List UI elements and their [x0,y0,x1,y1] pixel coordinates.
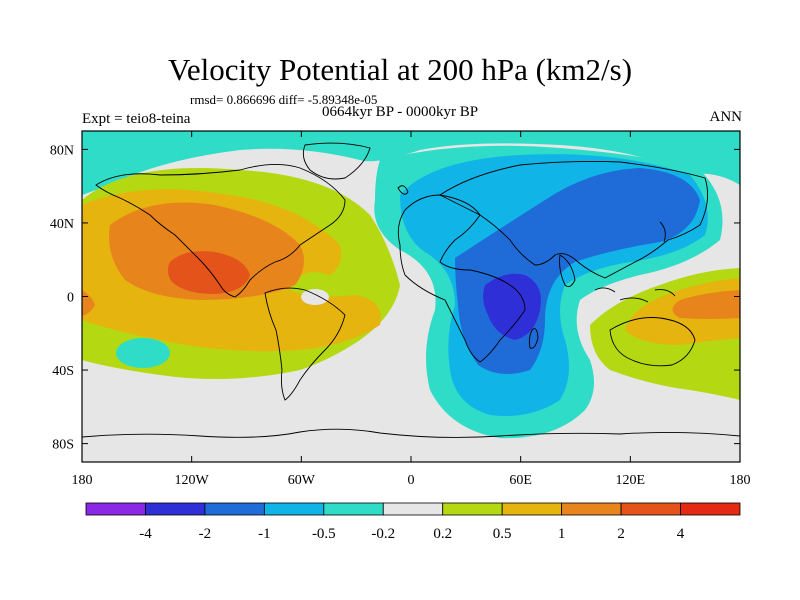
x-tick-label: 180 [72,473,93,488]
colorbar-label: 0.5 [493,526,512,542]
x-tick-label: 60W [288,473,316,488]
south-pacific-negative [116,338,170,368]
brazil-neutral-patch [301,289,329,305]
plot-area [82,131,740,462]
colorbar-label: 2 [617,526,625,542]
x-tick-label: 180 [730,473,751,488]
arctic-band [82,131,740,195]
greenland-coast [302,142,371,180]
japan-coast [659,221,666,243]
colorbar-label: -2 [199,526,212,542]
positive-americas-core [167,251,250,294]
europe-africa-coast [397,194,526,363]
colorbar-swatch [85,502,146,516]
north-america-coast [95,164,346,298]
chart-title: Velocity Potential at 200 hPa (km2/s) [167,52,633,87]
colorbar-label: 1 [558,526,566,542]
colorbar-swatch [561,502,622,516]
colorbar-label: -0.5 [312,526,336,542]
madagascar-coast [528,328,539,349]
colorbar-swatch [680,502,741,516]
colorbar-swatch [145,502,206,516]
south-america-coast [264,287,346,401]
chart-subtitle: 0664kyr BP - 0000kyr BP [321,104,479,120]
y-tick-label: 40N [50,217,74,232]
positive-westpacific-high [672,290,740,319]
x-tick-label: 120E [616,473,646,488]
colorbar-swatch [323,502,384,516]
colorbar-label: 0.2 [433,526,452,542]
axes: 180 120W 60W 0 60E 120E 180 80N 40N 0 40S 80S [50,131,751,488]
experiment-label: Expt = teio8-teina [82,111,191,127]
y-tick-label: 40S [52,364,74,379]
colorbar-swatch [442,502,503,516]
antarctica-coast [82,428,740,438]
x-tick-label: 0 [408,473,415,488]
asia-coast [439,160,709,279]
colorbar-label: -0.2 [371,526,395,542]
season-label: ANN [709,109,743,125]
colorbar-swatch [620,502,681,516]
x-tick-label: 120W [175,473,210,488]
india-coast [559,254,576,288]
x-tick-label: 60E [509,473,532,488]
coastlines [82,142,740,438]
colorbar: -4 -2 -1 -0.5 -0.2 0.2 0.5 1 2 4 [85,502,741,542]
australia-coast [609,317,696,367]
colorbar-swatch [204,502,265,516]
maritime-continent-coast [594,287,676,303]
stats-text: rmsd= 0.866696 diff= -5.89348e-05 [190,92,378,107]
negative-africa-core [483,273,541,340]
colorbar-label: 4 [677,526,685,542]
colorbar-swatch [501,502,563,516]
colorbar-swatch [263,502,325,516]
colorbar-swatch [382,502,444,516]
y-tick-label: 80S [52,438,74,453]
colorbar-label: -1 [258,526,271,542]
uk-coast [397,185,409,195]
y-tick-label: 80N [50,143,74,158]
y-tick-label: 0 [67,291,74,306]
colorbar-label: -4 [139,526,152,542]
